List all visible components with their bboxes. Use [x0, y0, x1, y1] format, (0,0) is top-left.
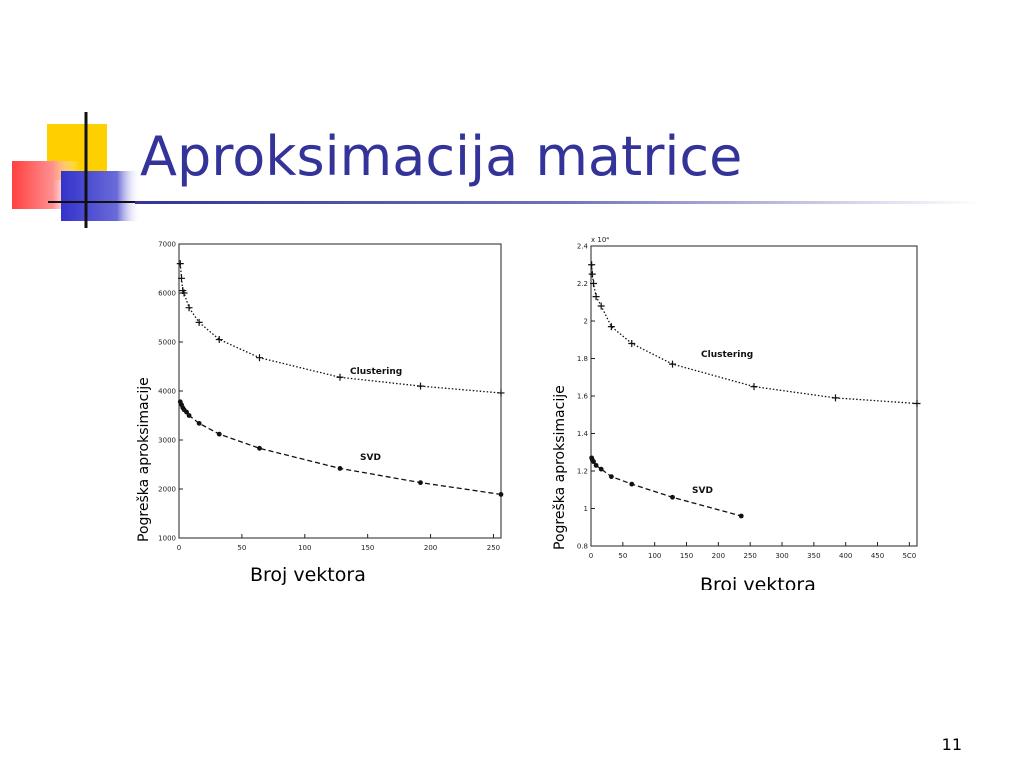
- left-ytick-label: 6000: [158, 290, 176, 298]
- right-ytick-label: 1: [584, 505, 588, 513]
- right-series-clustering-point: [628, 340, 636, 347]
- right-series-clustering-point: [597, 302, 605, 310]
- left-ytick-label: 4000: [158, 388, 176, 396]
- right-series-clustering-point: [590, 280, 598, 287]
- left-series-clustering-point: [195, 318, 203, 326]
- left-chart-ylabel: Pogreška aproksimacije: [136, 377, 152, 542]
- right-xtick-label: 350: [807, 552, 820, 560]
- right-chart-ylabel: Pogreška aproksimacije: [552, 385, 568, 550]
- caption-crop-mask: [690, 590, 840, 610]
- right-ytick-label: 1.4: [577, 430, 589, 438]
- left-xtick-label: 50: [237, 544, 246, 552]
- left-xtick-label: 200: [424, 544, 437, 552]
- slide-title: Aproksimacija matrice: [140, 125, 743, 188]
- right-ytick-label: 2: [584, 318, 588, 326]
- right-xtick-label: 300: [775, 552, 788, 560]
- left-series-clustering-line: [179, 263, 502, 394]
- right-series-clustering-point: [750, 383, 758, 391]
- right-series-svd-line: [590, 457, 742, 517]
- right-xtick-label: 400: [839, 552, 852, 560]
- title-underline: [135, 201, 980, 204]
- right-series-svd-point: [608, 474, 614, 480]
- left-series-svd-point: [184, 409, 189, 415]
- logo-blue-square: [61, 171, 140, 221]
- left-xtick-label: 0: [177, 544, 181, 552]
- right-series-svd-point: [629, 481, 635, 487]
- right-series-clustering-line: [590, 264, 918, 405]
- slide-logo: [12, 112, 140, 228]
- right-series-clustering-point: [607, 323, 615, 331]
- right-plot-frame: [590, 245, 918, 547]
- left-series-clustering-point: [176, 260, 184, 268]
- right-series-svd-label: SVD: [692, 486, 713, 496]
- right-xtick-label: 450: [871, 552, 884, 560]
- right-series-svd-point: [591, 459, 596, 465]
- left-series-clustering-point: [256, 354, 263, 362]
- right-series-clustering-point: [913, 400, 921, 407]
- right-ytick-label: 1.8: [577, 355, 588, 363]
- left-chart-xlabel: Broj vektora: [250, 564, 366, 586]
- left-series-svd-point: [257, 445, 262, 451]
- right-ytick-label: 0.8: [577, 543, 588, 551]
- left-series-clustering-point: [336, 373, 344, 381]
- right-series-svd-point: [593, 462, 599, 468]
- right-series-clustering-point: [669, 360, 676, 368]
- left-ytick-label: 5000: [158, 339, 176, 347]
- right-series-clustering-point: [832, 394, 839, 402]
- left-series-svd-line: [179, 401, 502, 496]
- right-xtick-label: 5C0: [902, 552, 916, 560]
- right-ytick-label: 1.2: [577, 468, 588, 476]
- right-ytick-label: 2.2: [577, 280, 588, 288]
- right-xtick-label: 200: [712, 552, 725, 560]
- left-xtick-label: 150: [361, 544, 374, 552]
- left-series-svd-point: [498, 491, 504, 497]
- right-xtick-label: 250: [743, 552, 756, 560]
- right-series-clustering-point: [588, 261, 596, 269]
- right-exponent-label: x 10⁴: [591, 236, 609, 244]
- right-ytick-label: 1.6: [577, 393, 589, 401]
- left-series-clustering-label: Clustering: [350, 367, 402, 377]
- left-ytick-label: 1000: [158, 535, 176, 543]
- left-series-clustering-point: [180, 289, 188, 297]
- right-xtick-label: 150: [680, 552, 693, 560]
- right-xtick-label: 100: [648, 552, 661, 560]
- right-series-svd-point: [598, 466, 604, 472]
- left-series-svd-point: [418, 480, 423, 486]
- left-series-clustering-point: [417, 382, 424, 390]
- right-chart: 0 50 100 150 200 250 300 350 400 450 5C0 0.8 1 1.2 1.4…: [577, 236, 921, 560]
- left-series-svd-point: [216, 431, 222, 437]
- right-xtick-label: 50: [618, 552, 627, 560]
- right-series-svd-point: [738, 513, 744, 519]
- left-series-clustering-point: [497, 389, 505, 397]
- left-ytick-label: 7000: [158, 241, 176, 249]
- right-ytick-label: 2.4: [577, 243, 589, 251]
- left-ytick-label: 2000: [158, 486, 176, 494]
- right-series-svd-point: [670, 494, 675, 500]
- right-series-clustering-point: [592, 293, 600, 301]
- left-series-svd-point: [186, 413, 192, 418]
- left-ytick-label: 3000: [158, 437, 176, 445]
- page-number: 11: [941, 735, 962, 754]
- left-xtick-label: 100: [298, 544, 311, 552]
- left-series-svd-point: [337, 466, 343, 471]
- left-xtick-label: 250: [487, 544, 500, 552]
- left-series-svd-point: [196, 420, 202, 426]
- left-series-clustering-point: [215, 336, 223, 344]
- left-chart: 0 50 100 150 200 250 1000 2000 3000 4000 5000 6000 7…: [158, 241, 505, 552]
- right-xtick-label: 0: [589, 552, 593, 560]
- left-series-clustering-point: [185, 304, 193, 312]
- right-series-clustering-point: [588, 270, 596, 278]
- left-series-clustering-point: [178, 274, 186, 282]
- left-plot-frame: [178, 243, 502, 539]
- left-series-svd-label: SVD: [360, 453, 381, 463]
- right-series-clustering-label: Clustering: [701, 350, 753, 360]
